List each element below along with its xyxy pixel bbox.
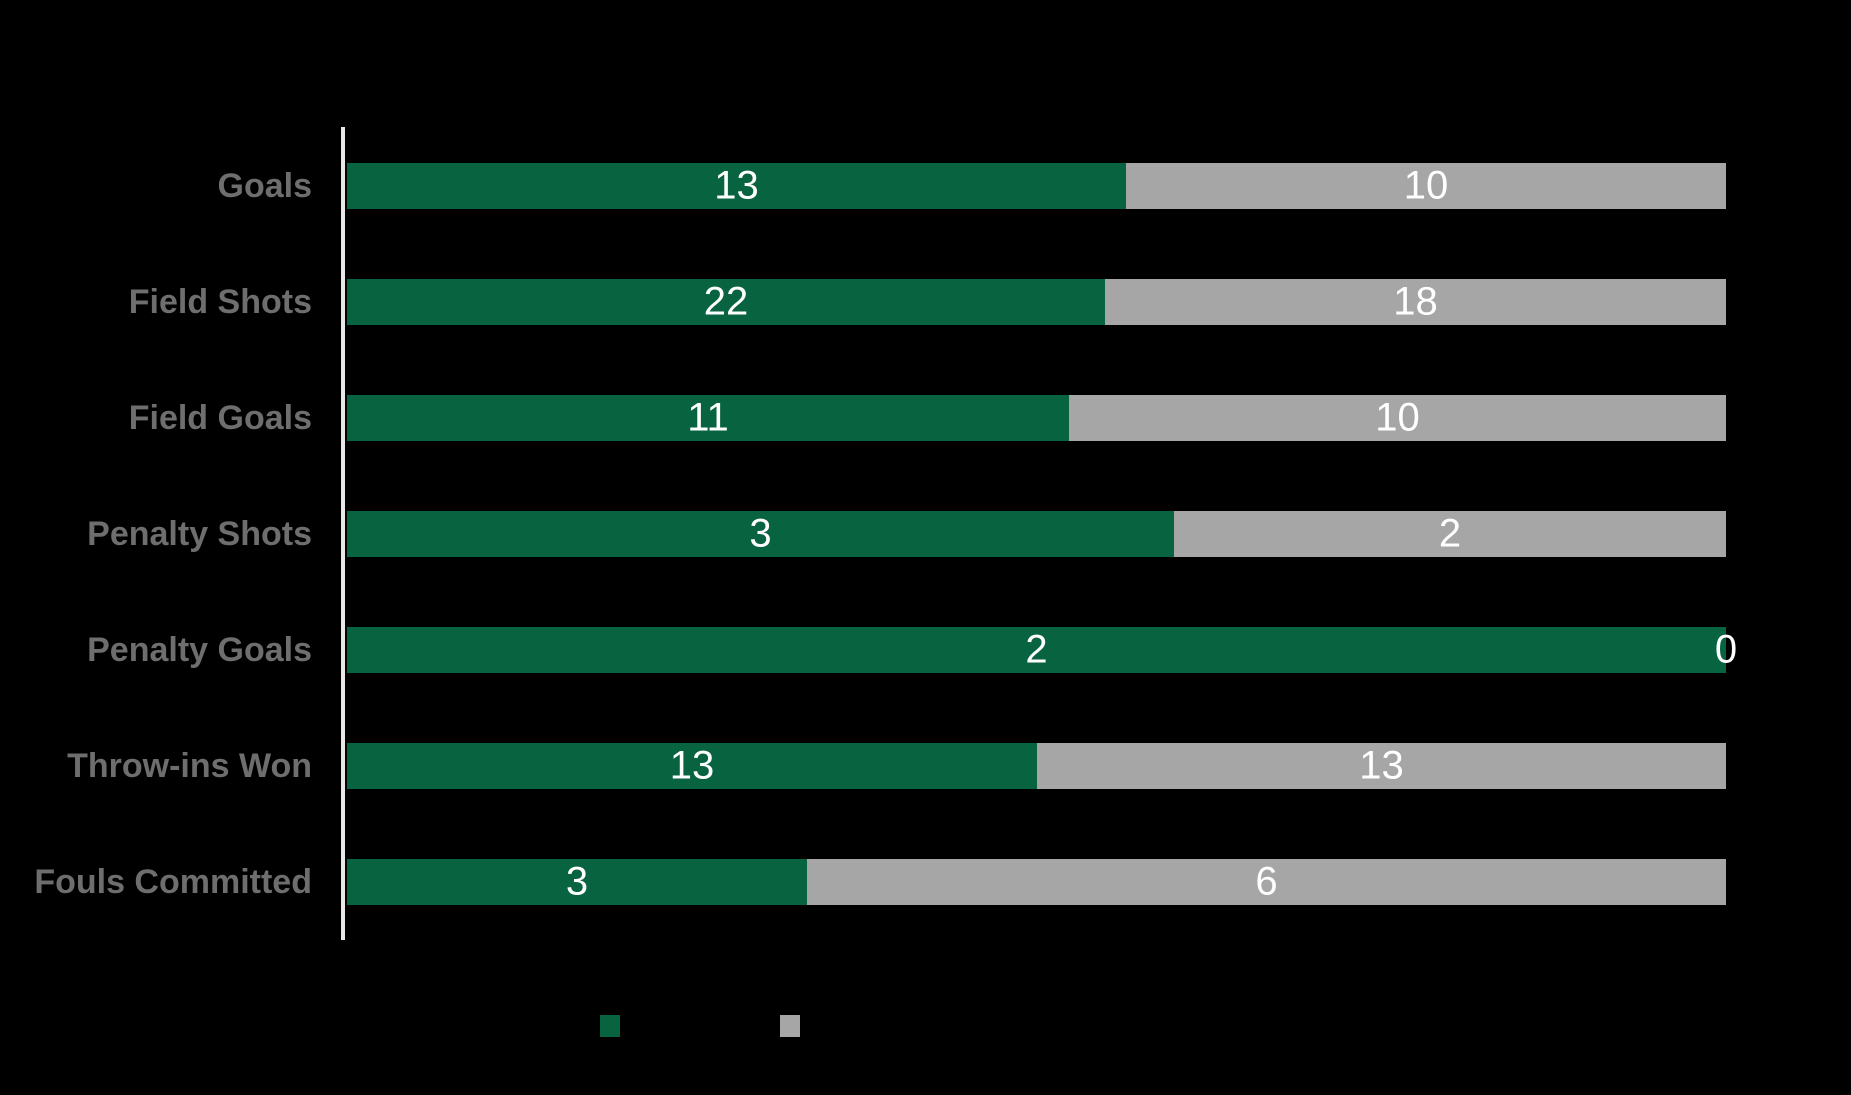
bar-segment-gray — [1126, 163, 1726, 209]
bar-segment-green — [347, 627, 1726, 673]
bar-track: 11 10 — [347, 395, 1726, 441]
value-label-gray: 2 — [1438, 511, 1462, 556]
value-label-gray: 13 — [1359, 743, 1404, 788]
bar-track: 3 6 — [347, 859, 1726, 905]
value-label-gray: 10 — [1403, 163, 1449, 208]
bar-segment-green — [347, 743, 1037, 789]
chart-row: Goals 13 10 — [0, 163, 1851, 209]
value-label-green: 2 — [1025, 627, 1048, 672]
bar-track: 13 10 — [347, 163, 1726, 209]
bar-segment-green — [347, 163, 1126, 209]
value-label-gray: 0 — [1714, 627, 1738, 672]
value-label-green: 13 — [714, 163, 759, 208]
value-label-green: 3 — [565, 859, 589, 904]
category-label: Penalty Shots — [87, 515, 312, 553]
bar-segment-gray — [1105, 279, 1726, 325]
bar-segment-green — [347, 511, 1174, 557]
category-label: Penalty Goals — [87, 631, 312, 669]
chart-row: Penalty Shots 3 2 — [0, 511, 1851, 557]
bar-segment-gray — [807, 859, 1726, 905]
chart-row: Fouls Committed 3 6 — [0, 859, 1851, 905]
bar-track: 13 13 — [347, 743, 1726, 789]
value-label-green: 13 — [669, 743, 715, 788]
category-label: Field Goals — [128, 399, 312, 437]
bar-segment-gray — [1069, 395, 1726, 441]
category-label: Fouls Committed — [34, 863, 312, 901]
chart-row: Throw-ins Won 13 13 — [0, 743, 1851, 789]
value-label-green: 11 — [687, 395, 729, 440]
bar-segment-green — [347, 395, 1069, 441]
bar-segment-green — [347, 279, 1105, 325]
bar-segment-green — [347, 859, 807, 905]
value-label-green: 22 — [703, 279, 749, 324]
bar-segment-gray — [1037, 743, 1726, 789]
value-label-green: 3 — [749, 511, 772, 556]
bar-track: 22 18 — [347, 279, 1726, 325]
chart-row: Field Goals 11 10 — [0, 395, 1851, 441]
bar-track: 3 2 — [347, 511, 1726, 557]
value-label-gray: 10 — [1375, 395, 1420, 440]
category-label: Goals — [217, 167, 312, 205]
chart-row: Penalty Goals 2 0 — [0, 627, 1851, 673]
legend-swatch-gray — [780, 1015, 800, 1037]
chart-row: Field Shots 22 18 — [0, 279, 1851, 325]
category-label: Field Shots — [128, 283, 312, 321]
value-label-gray: 18 — [1393, 279, 1438, 324]
bar-segment-gray — [1174, 511, 1726, 557]
category-axis-line — [341, 127, 345, 940]
legend-swatch-green — [600, 1015, 620, 1037]
category-label: Throw-ins Won — [67, 747, 312, 785]
value-label-gray: 6 — [1255, 859, 1278, 904]
legend — [0, 1013, 1851, 1039]
bar-track: 2 0 — [347, 627, 1737, 673]
